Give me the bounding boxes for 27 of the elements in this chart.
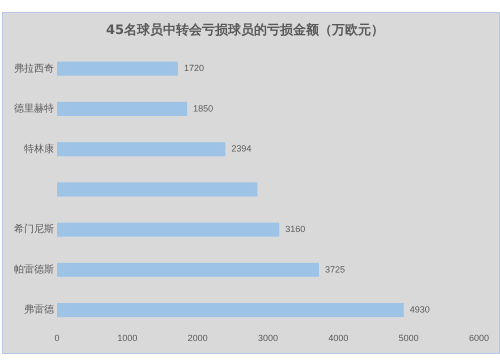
y-tick-label: 德里赫特 (14, 102, 54, 115)
x-tick-label: 0 (54, 333, 60, 344)
bar (57, 303, 404, 318)
data-label: 4930 (410, 304, 430, 315)
bar (57, 222, 280, 237)
bar (57, 62, 178, 76)
y-tick-label: 希门尼斯 (14, 223, 54, 236)
bar (57, 182, 258, 196)
data-label: 3725 (324, 264, 346, 274)
y-tick-label: 特林康 (24, 142, 54, 155)
x-tick-label: 3000 (258, 333, 278, 344)
data-label: 1850 (193, 103, 214, 114)
chart-title: 45名球员中转会亏损球员的亏损金额（万欧元） (106, 22, 384, 38)
x-tick-label: 1000 (117, 333, 138, 344)
y-tick-label: 弗拉西奇 (14, 62, 54, 74)
bar (57, 262, 319, 277)
x-tick-label: 5000 (398, 333, 419, 344)
data-label: 1720 (184, 63, 204, 74)
bar (57, 142, 226, 156)
x-tick-label: 4000 (328, 333, 348, 344)
x-tick-label: 2000 (188, 333, 208, 344)
y-tick-label: 弗雷德 (24, 304, 54, 316)
data-label: 2394 (231, 144, 252, 154)
x-tick-label: 6000 (468, 333, 490, 344)
y-tick-label: 帕雷德斯 (14, 263, 54, 276)
data-label: 3160 (285, 224, 306, 234)
bar (57, 102, 188, 116)
